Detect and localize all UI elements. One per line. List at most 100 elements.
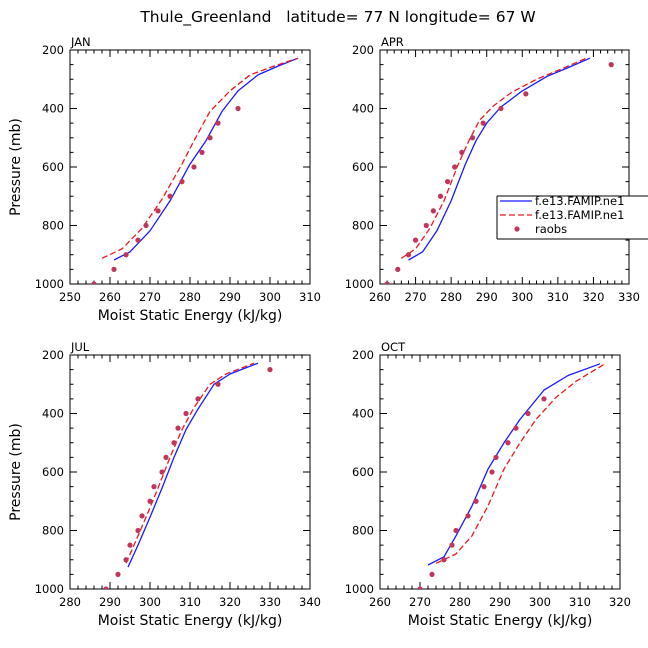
raobs-point <box>167 193 173 199</box>
x-tick-label: 310 <box>547 290 569 304</box>
raobs-point <box>449 542 455 548</box>
y-tick-label: 600 <box>42 160 64 174</box>
raobs-point <box>135 527 141 534</box>
raobs-point <box>151 484 157 490</box>
raobs-point <box>199 149 205 155</box>
y-tick-label: 800 <box>42 219 64 233</box>
model-line-dashed <box>101 57 299 259</box>
x-tick-label: 300 <box>529 595 551 609</box>
raobs-point <box>111 266 117 272</box>
raobs-point <box>437 193 444 199</box>
x-tick-label: 280 <box>179 290 201 304</box>
raobs-point <box>459 149 465 155</box>
panel-oct: 260 270 280 290 300 310 320 200 400 600 800 1000 OCT… <box>345 340 631 629</box>
raobs-point <box>159 469 165 475</box>
y-tick-label: 1000 <box>345 582 374 596</box>
raobs-point <box>123 252 129 258</box>
series-group <box>103 362 273 589</box>
panel-apr: 260 270 280 290 300 310 320 330 200 400 600 800 1000… <box>345 35 640 304</box>
x-tick-label: 270 <box>409 595 431 609</box>
x-tick-label: 250 <box>59 290 81 304</box>
figure-title: Thule_Greenland latitude= 77 N longitude… <box>139 8 535 27</box>
legend-swatch-dot <box>514 226 520 232</box>
raobs-point <box>155 208 161 214</box>
x-tick-label: 290 <box>219 290 241 304</box>
x-tick-label: 310 <box>299 290 321 304</box>
y-tick-label: 600 <box>352 465 374 479</box>
y-tick-label: 200 <box>352 43 374 57</box>
raobs-point <box>465 513 471 519</box>
plot-frame <box>69 49 311 285</box>
x-tick-label: 300 <box>259 290 281 304</box>
raobs-point <box>267 367 273 373</box>
raobs-point <box>195 396 201 402</box>
raobs-point <box>215 120 221 126</box>
x-tick-label: 300 <box>511 290 533 304</box>
x-tick-label: 290 <box>99 595 121 609</box>
y-tick-label: 400 <box>352 407 374 421</box>
raobs-point <box>103 586 109 589</box>
x-tick-label: 260 <box>369 595 391 609</box>
raobs-point <box>473 498 479 504</box>
raobs-point <box>441 557 447 563</box>
x-tick-label: 300 <box>139 595 161 609</box>
raobs-point <box>608 62 614 68</box>
raobs-point <box>147 498 153 504</box>
raobs-point <box>444 179 451 185</box>
x-tick-label: 310 <box>179 595 201 609</box>
raobs-point <box>135 237 141 243</box>
raobs-point <box>480 120 486 126</box>
raobs-point <box>139 513 145 519</box>
y-tick-label: 400 <box>42 407 64 421</box>
raobs-point <box>423 222 429 229</box>
raobs-point <box>412 237 419 243</box>
raobs-point <box>429 571 435 577</box>
y-tick-label: 1000 <box>345 277 374 291</box>
x-tick-label: 330 <box>259 595 281 609</box>
x-tick-label: 270 <box>139 290 161 304</box>
y-tick-label: 200 <box>42 348 64 362</box>
panels: 250 260 270 280 290 300 310 200 400 600 800 1000 JAN… <box>8 35 640 629</box>
x-tick-label: 290 <box>476 290 498 304</box>
model-line-solid <box>408 57 591 261</box>
raobs-point <box>115 571 121 577</box>
raobs-point <box>183 410 189 417</box>
y-tick-label: 800 <box>42 524 64 538</box>
panel-label: JUL <box>70 340 90 354</box>
raobs-point <box>179 179 185 185</box>
raobs-point <box>453 527 459 534</box>
raobs-point <box>489 469 495 475</box>
model-line-dashed <box>400 57 587 259</box>
panel-jul: 280 290 300 310 320 330 340 200 400 600 800 1000 JUL… <box>8 340 321 629</box>
raobs-point <box>513 425 519 431</box>
series-group <box>384 57 614 284</box>
raobs-point <box>384 281 390 284</box>
y-tick-label: 1000 <box>35 277 64 291</box>
model-line-solid <box>127 362 259 568</box>
raobs-point <box>481 484 487 490</box>
y-tick-label: 200 <box>42 43 64 57</box>
x-tick-label: 340 <box>299 595 321 609</box>
raobs-point <box>541 396 547 402</box>
raobs-point <box>127 542 133 548</box>
x-tick-label: 280 <box>59 595 81 609</box>
raobs-point <box>191 164 197 170</box>
model-line-solid <box>427 363 601 566</box>
y-tick-label: 800 <box>352 219 374 233</box>
panel-jan: 250 260 270 280 290 300 310 200 400 600 800 1000 JAN… <box>8 35 321 324</box>
panel-label: JAN <box>70 35 91 49</box>
x-tick-label: 270 <box>405 290 427 304</box>
x-tick-label: 260 <box>369 290 391 304</box>
raobs-point <box>143 222 149 229</box>
raobs-point <box>235 105 241 112</box>
raobs-point <box>163 454 169 460</box>
x-axis-label: Moist Static Energy (kJ/kg) <box>408 613 593 629</box>
raobs-point <box>525 410 531 417</box>
y-tick-label: 600 <box>42 465 64 479</box>
y-tick-label: 800 <box>352 524 374 538</box>
raobs-point <box>493 454 499 460</box>
raobs-point <box>215 381 221 387</box>
plot-frame <box>379 354 621 590</box>
raobs-point <box>395 266 401 272</box>
